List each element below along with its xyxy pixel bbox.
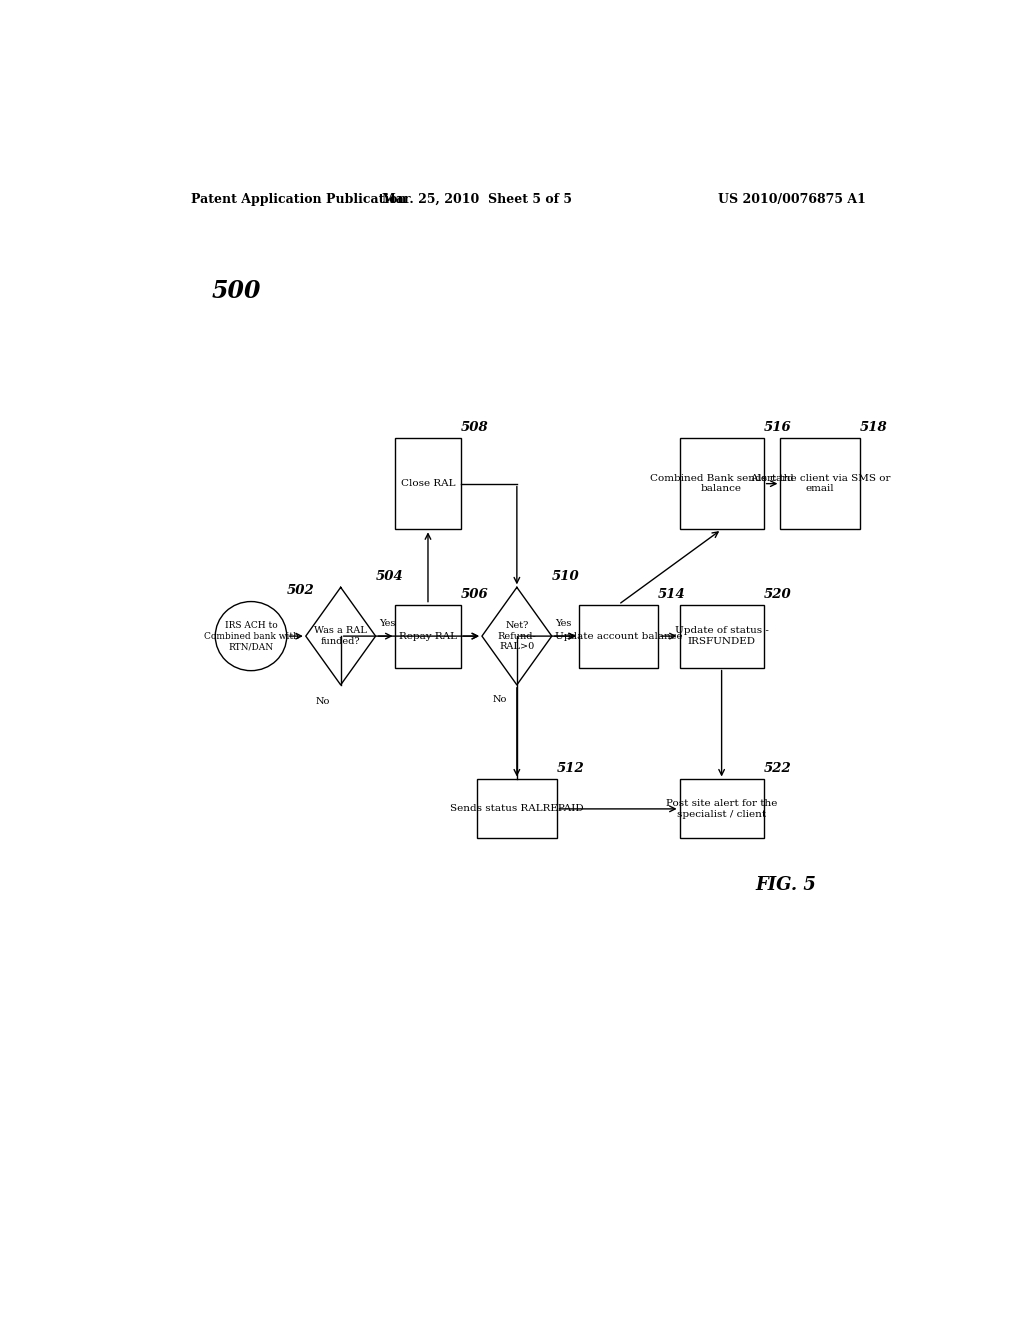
Text: 512: 512 bbox=[557, 763, 585, 775]
FancyBboxPatch shape bbox=[395, 438, 461, 529]
Text: Was a RAL
funded?: Was a RAL funded? bbox=[314, 627, 368, 645]
Text: Close RAL: Close RAL bbox=[400, 479, 456, 488]
FancyBboxPatch shape bbox=[477, 779, 557, 838]
FancyBboxPatch shape bbox=[579, 605, 658, 668]
Text: Net?
Refund-
RAL>0: Net? Refund- RAL>0 bbox=[498, 622, 537, 651]
Polygon shape bbox=[482, 587, 552, 685]
Text: Repay RAL: Repay RAL bbox=[399, 631, 457, 640]
Text: 522: 522 bbox=[764, 763, 792, 775]
Text: No: No bbox=[316, 697, 331, 706]
Text: 508: 508 bbox=[461, 421, 488, 434]
Ellipse shape bbox=[215, 602, 287, 671]
Text: 500: 500 bbox=[211, 279, 261, 302]
Text: FIG. 5: FIG. 5 bbox=[755, 876, 816, 894]
Text: 504: 504 bbox=[376, 570, 403, 583]
Text: 510: 510 bbox=[552, 570, 580, 583]
Text: No: No bbox=[493, 696, 507, 704]
Text: 506: 506 bbox=[461, 587, 488, 601]
Text: Post site alert for the
specialist / client: Post site alert for the specialist / cli… bbox=[666, 799, 777, 818]
Text: IRS ACH to
Combined bank with
RTN/DAN: IRS ACH to Combined bank with RTN/DAN bbox=[204, 622, 299, 651]
Text: 514: 514 bbox=[658, 587, 686, 601]
FancyBboxPatch shape bbox=[680, 779, 764, 838]
Text: Patent Application Publication: Patent Application Publication bbox=[191, 193, 407, 206]
FancyBboxPatch shape bbox=[395, 605, 461, 668]
Text: 502: 502 bbox=[287, 585, 314, 598]
Text: Mar. 25, 2010  Sheet 5 of 5: Mar. 25, 2010 Sheet 5 of 5 bbox=[382, 193, 572, 206]
Text: 516: 516 bbox=[764, 421, 792, 434]
Text: Update account balance: Update account balance bbox=[555, 631, 682, 640]
FancyBboxPatch shape bbox=[780, 438, 860, 529]
Text: Yes: Yes bbox=[379, 619, 395, 628]
Text: Yes: Yes bbox=[555, 619, 571, 628]
Text: 518: 518 bbox=[860, 421, 888, 434]
Text: Update of status -
IRSFUNDED: Update of status - IRSFUNDED bbox=[675, 627, 769, 645]
FancyBboxPatch shape bbox=[680, 438, 764, 529]
Text: US 2010/0076875 A1: US 2010/0076875 A1 bbox=[718, 193, 866, 206]
Polygon shape bbox=[306, 587, 376, 685]
Text: Combined Bank sends card
balance: Combined Bank sends card balance bbox=[650, 474, 794, 494]
Text: Sends status RALREPAID: Sends status RALREPAID bbox=[451, 804, 584, 813]
Text: 520: 520 bbox=[764, 587, 792, 601]
FancyBboxPatch shape bbox=[680, 605, 764, 668]
Text: Alert the client via SMS or
email: Alert the client via SMS or email bbox=[750, 474, 890, 494]
